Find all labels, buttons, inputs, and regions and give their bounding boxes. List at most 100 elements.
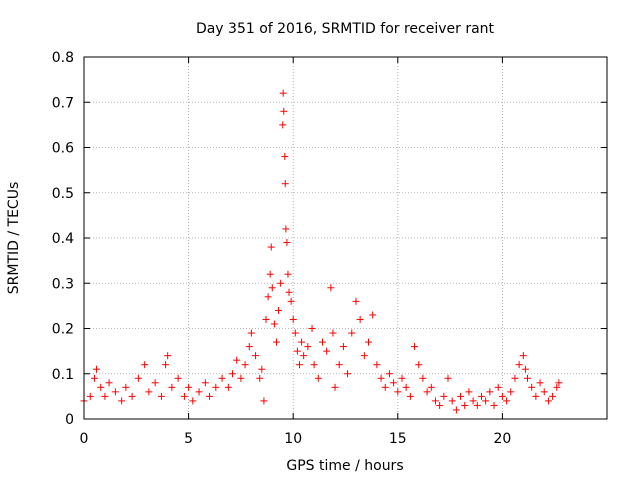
data-point (134, 374, 142, 382)
data-point (498, 392, 506, 400)
y-tick-label: 0.8 (52, 50, 74, 66)
data-point (469, 397, 477, 405)
data-point (339, 343, 347, 351)
data-point (490, 401, 498, 409)
data-point (185, 383, 193, 391)
data-point (201, 379, 209, 387)
data-point (162, 361, 170, 369)
data-point (327, 284, 335, 292)
data-point (111, 388, 119, 396)
data-point (260, 397, 268, 405)
data-point (473, 401, 481, 409)
data-point (247, 329, 255, 337)
y-tick-label: 0.6 (52, 141, 74, 157)
data-point (237, 374, 245, 382)
data-point (272, 338, 280, 346)
chart-title: Day 351 of 2016, SRMTID for receiver ran… (196, 21, 495, 37)
data-point (457, 392, 465, 400)
data-point (436, 401, 444, 409)
data-point (281, 153, 289, 161)
data-point (448, 397, 456, 405)
data-point (528, 383, 536, 391)
data-point (411, 343, 419, 351)
data-point (486, 388, 494, 396)
data-point (164, 352, 172, 360)
data-point (293, 347, 301, 355)
data-point (524, 374, 532, 382)
data-point (431, 397, 439, 405)
data-point (511, 374, 519, 382)
data-point (93, 365, 101, 373)
data-point (118, 397, 126, 405)
data-point (262, 315, 270, 323)
data-point (151, 379, 159, 387)
data-point (279, 89, 287, 97)
data-point (122, 383, 130, 391)
data-point (323, 347, 331, 355)
data-point (289, 315, 297, 323)
data-point (381, 383, 389, 391)
data-point (310, 361, 318, 369)
data-point (553, 383, 561, 391)
y-tick-label: 0 (65, 412, 74, 428)
data-point (394, 388, 402, 396)
x-tick-label: 5 (184, 431, 193, 447)
data-point (549, 392, 557, 400)
data-point (385, 370, 393, 378)
data-point (280, 107, 288, 115)
data-point (344, 370, 352, 378)
data-point (515, 361, 523, 369)
data-point (532, 392, 540, 400)
data-point (266, 270, 274, 278)
data-point (373, 361, 381, 369)
data-point (461, 401, 469, 409)
data-point (86, 392, 94, 400)
data-point (398, 374, 406, 382)
data-point (291, 329, 299, 337)
data-point (555, 379, 563, 387)
data-point (300, 352, 308, 360)
data-point (352, 297, 360, 305)
points (80, 89, 563, 414)
data-point (224, 383, 232, 391)
data-point (267, 243, 275, 251)
data-point (145, 388, 153, 396)
data-point (295, 361, 303, 369)
data-point (281, 180, 289, 188)
data-point (507, 388, 515, 396)
data-point (105, 379, 113, 387)
data-point (141, 361, 149, 369)
data-point (540, 388, 548, 396)
data-point (335, 361, 343, 369)
data-point (365, 338, 373, 346)
data-point (270, 320, 278, 328)
data-point (427, 383, 435, 391)
data-point (245, 343, 253, 351)
data-point (268, 284, 276, 292)
data-point (452, 406, 460, 414)
data-point (180, 392, 188, 400)
data-point (406, 392, 414, 400)
data-point (304, 343, 312, 351)
y-tick-label: 0.5 (52, 186, 74, 202)
data-point (168, 383, 176, 391)
data-point (174, 374, 182, 382)
data-point (252, 352, 260, 360)
data-point (440, 392, 448, 400)
data-point (97, 383, 105, 391)
x-axis-label: GPS time / hours (286, 458, 403, 474)
data-point (212, 383, 220, 391)
ticks: 0 5 10 15 20 0 0.1 0.2 0.3 0.4 0.5 0.6 0.7 0.8 (52, 50, 607, 447)
data-point (157, 392, 165, 400)
data-point (369, 311, 377, 319)
data-point (229, 370, 237, 378)
data-point (298, 338, 306, 346)
data-point (256, 374, 264, 382)
data-point (308, 325, 316, 332)
data-point (314, 374, 322, 382)
y-tick-label: 0.1 (52, 367, 74, 383)
data-point (90, 374, 98, 382)
data-point (377, 374, 385, 382)
data-point (331, 383, 339, 391)
data-point (218, 374, 226, 382)
